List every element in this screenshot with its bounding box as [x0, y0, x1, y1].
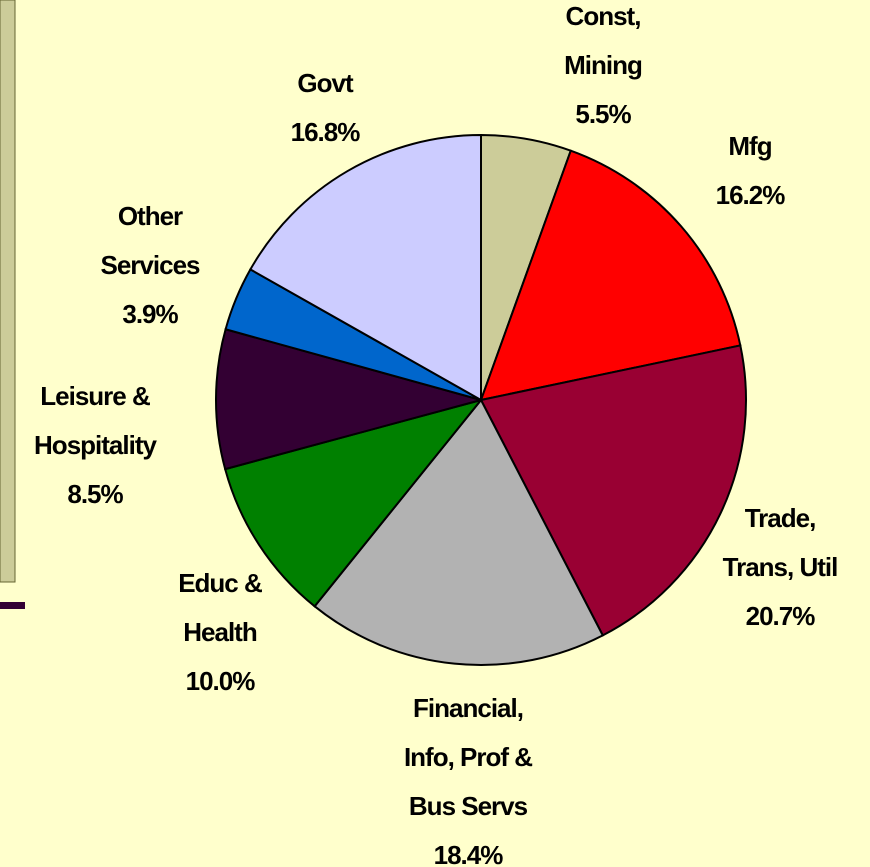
pie-slice [223, 398, 484, 608]
slice-value-label: 16.8% [291, 117, 361, 147]
slice-label: Other Services [101, 201, 201, 280]
pie-slice [479, 344, 747, 637]
slice-value-label: 16.2% [716, 180, 786, 210]
slice-value-label: 20.7% [746, 601, 816, 631]
pie-slice [215, 328, 485, 471]
pie-slice [479, 149, 742, 402]
slice-value-label: 8.5% [67, 479, 123, 509]
slice-label: Mfg [728, 131, 771, 161]
side-rule [0, 602, 25, 609]
pie-slice [249, 133, 482, 402]
slice-value-label: 3.9% [122, 299, 178, 329]
slice-value-label: 18.4% [434, 840, 504, 867]
slice-label: Const, Mining [564, 1, 642, 80]
slice-label: Govt [297, 68, 354, 98]
slice-value-label: 10.0% [186, 666, 256, 696]
pie-slice [313, 398, 605, 666]
slice-label: Financial, Info, Prof & Bus Servs [404, 693, 532, 821]
slice-value-label: 5.5% [575, 99, 631, 129]
slice-label: Trade, Trans, Util [723, 503, 838, 582]
slice-label: Educ & Health [178, 568, 262, 647]
side-panel [0, 0, 16, 583]
slice-label: Leisure & Hospitality [34, 381, 157, 460]
